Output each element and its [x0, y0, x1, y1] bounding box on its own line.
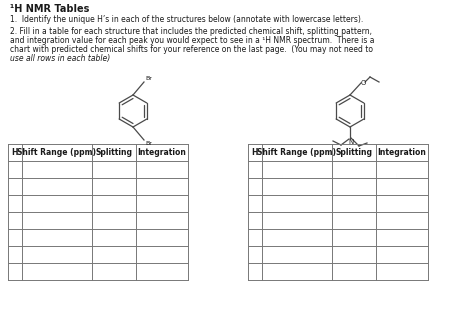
Text: H: H: [252, 148, 258, 157]
Text: ¹H NMR Tables: ¹H NMR Tables: [10, 4, 90, 14]
Text: Integration: Integration: [137, 148, 186, 157]
Text: 1.  Identify the unique H’s in each of the structures below (annotate with lower: 1. Identify the unique H’s in each of th…: [10, 15, 363, 24]
Text: Splitting: Splitting: [336, 148, 373, 157]
Text: chart with predicted chemical shifts for your reference on the last page.  (You : chart with predicted chemical shifts for…: [10, 45, 373, 54]
Text: H: H: [12, 148, 18, 157]
Text: use all rows in each table): use all rows in each table): [10, 54, 110, 63]
Text: 2. Fill in a table for each structure that includes the predicted chemical shift: 2. Fill in a table for each structure th…: [10, 27, 372, 36]
Text: Br: Br: [145, 76, 152, 81]
Text: O: O: [361, 80, 366, 86]
Text: Integration: Integration: [378, 148, 427, 157]
Text: Shift Range (ppm): Shift Range (ppm): [18, 148, 97, 157]
Text: N: N: [348, 139, 354, 145]
Text: Splitting: Splitting: [95, 148, 133, 157]
Text: Shift Range (ppm): Shift Range (ppm): [257, 148, 337, 157]
Text: and integration value for each peak you would expect to see in a ¹H NMR spectrum: and integration value for each peak you …: [10, 36, 374, 45]
Text: Br: Br: [145, 141, 152, 146]
